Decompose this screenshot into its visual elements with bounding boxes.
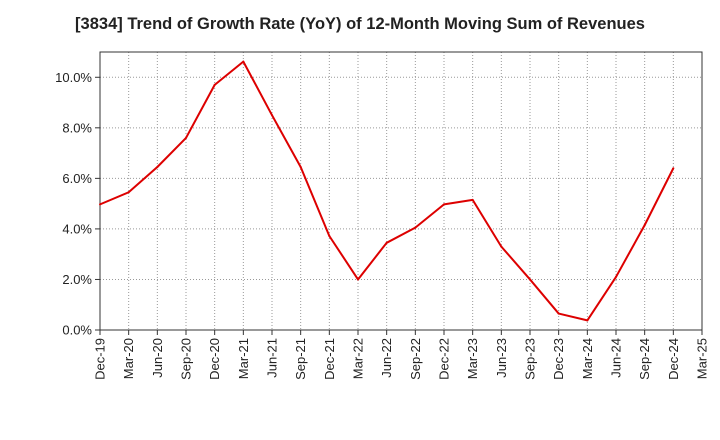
x-tick-label: Sep-21: [293, 338, 308, 380]
data-point: [529, 278, 531, 281]
data-point: [500, 245, 503, 248]
data-point: [414, 226, 417, 229]
y-tick-label: 0.0%: [62, 323, 92, 338]
y-tick-label: 4.0%: [62, 221, 92, 236]
data-point: [299, 165, 302, 168]
data-point: [271, 114, 273, 117]
x-tick-label: Mar-20: [121, 338, 136, 379]
data-point: [328, 234, 331, 237]
x-tick-label: Mar-23: [465, 338, 480, 379]
data-point: [471, 198, 474, 201]
x-tick-label: Dec-24: [666, 338, 681, 380]
x-tick-label: Sep-23: [523, 338, 538, 380]
x-tick-label: Jun-23: [494, 338, 509, 378]
y-tick-label: 2.0%: [62, 272, 92, 287]
x-tick-label: Sep-24: [637, 338, 652, 380]
x-tick-label: Jun-20: [150, 338, 165, 378]
x-tick-label: Mar-21: [236, 338, 251, 379]
data-point: [557, 312, 560, 315]
x-tick-label: Sep-22: [408, 338, 423, 380]
x-tick-label: Mar-22: [351, 338, 366, 379]
y-tick-label: 10.0%: [55, 70, 92, 85]
data-point: [213, 83, 216, 86]
data-point: [586, 319, 589, 322]
x-tick-label: Dec-19: [93, 338, 108, 380]
data-point: [672, 167, 675, 170]
data-point: [643, 224, 646, 227]
data-point: [185, 136, 187, 139]
x-tick-label: Jun-22: [379, 338, 394, 378]
chart-title: [3834] Trend of Growth Rate (YoY) of 12-…: [75, 15, 645, 33]
data-point: [385, 241, 388, 244]
x-tick-label: Mar-24: [580, 338, 595, 379]
data-point: [127, 191, 130, 194]
data-point: [443, 203, 445, 206]
x-tick-label: Dec-20: [207, 338, 222, 380]
data-point: [156, 165, 159, 168]
plot-frame: [99, 51, 703, 331]
data-point: [357, 278, 359, 281]
x-tick-label: Sep-20: [179, 338, 194, 380]
data-point: [615, 275, 617, 278]
x-tick-label: Dec-21: [322, 338, 337, 380]
y-tick-label: 6.0%: [62, 171, 92, 186]
data-point: [242, 60, 245, 63]
x-tick-label: Jun-21: [265, 338, 280, 378]
x-tick-label: Dec-23: [551, 338, 566, 380]
x-tick-label: Dec-22: [437, 338, 452, 380]
x-tick-label: Jun-24: [609, 338, 624, 378]
y-tick-label: 8.0%: [62, 120, 92, 135]
data-point: [99, 203, 101, 206]
x-tick-label: Mar-25: [695, 338, 710, 379]
